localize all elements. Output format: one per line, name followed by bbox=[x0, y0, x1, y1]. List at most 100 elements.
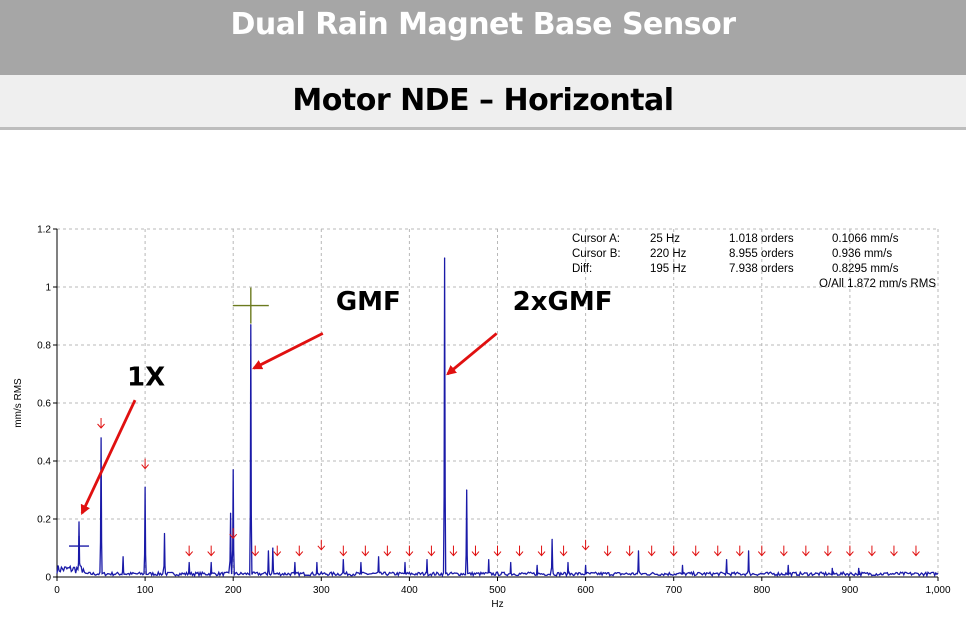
harmonic-marker bbox=[207, 545, 216, 557]
spectrum-peak bbox=[122, 556, 124, 558]
spectrum-peak bbox=[377, 556, 380, 558]
spectrum-peak bbox=[747, 550, 750, 552]
harmonic-marker bbox=[735, 545, 744, 557]
harmonic-marker bbox=[669, 545, 678, 557]
spectrum-peak bbox=[488, 559, 490, 561]
annotation-arrow bbox=[252, 332, 324, 370]
x-tick-label: 500 bbox=[489, 585, 506, 596]
harmonic-marker bbox=[383, 545, 392, 557]
spectrum-line bbox=[56, 257, 939, 578]
harmonic-marker bbox=[449, 545, 458, 557]
annotations: 1X GMF 2xGMF bbox=[80, 287, 613, 516]
spectrum-peak bbox=[725, 559, 728, 561]
harmonic-marker bbox=[361, 545, 370, 557]
readout-cell: Cursor A: bbox=[572, 233, 620, 245]
harmonic-marker bbox=[801, 545, 810, 557]
spectrum-peak bbox=[681, 564, 684, 567]
x-tick-label: 1,000 bbox=[925, 585, 950, 596]
harmonic-marker bbox=[779, 545, 788, 557]
y-tick-label: 0 bbox=[45, 573, 51, 584]
readout-cell: 0.1066 mm/s bbox=[832, 233, 899, 245]
spectrum-peak bbox=[144, 486, 146, 488]
x-tick-label: 0 bbox=[54, 585, 60, 596]
harmonic-marker bbox=[141, 458, 149, 470]
spectrum-peak bbox=[858, 567, 860, 569]
axes: 0 100 200 300 400 500 600 700 800 900 1,000 0 0.2 0.4… bbox=[13, 225, 951, 611]
spectrum-peak bbox=[444, 257, 446, 259]
y-axis-label: mm/s RMS bbox=[13, 378, 24, 428]
readout-cell: Cursor B: bbox=[572, 248, 621, 260]
spectrum-peak bbox=[585, 564, 587, 567]
harmonic-marker bbox=[868, 545, 876, 557]
slide-subtitle: Motor NDE – Horizontal bbox=[0, 75, 966, 130]
y-tick-label: 0.4 bbox=[37, 457, 51, 468]
spectrum-series bbox=[56, 257, 939, 578]
harmonic-marker bbox=[295, 545, 304, 557]
annotation-label: 2xGMF bbox=[513, 287, 613, 317]
harmonic-marker bbox=[405, 545, 414, 557]
spectrum-peak bbox=[831, 567, 833, 569]
harmonic-marker bbox=[757, 545, 766, 557]
spectrum-peak bbox=[360, 561, 362, 564]
x-tick-label: 100 bbox=[137, 585, 154, 596]
cursor-crosshair bbox=[232, 287, 269, 324]
spectrum-peak bbox=[100, 437, 102, 439]
harmonic-markers bbox=[97, 418, 920, 557]
x-tick-label: 900 bbox=[842, 585, 859, 596]
x-tick-label: 400 bbox=[401, 585, 418, 596]
spectrum-peak bbox=[267, 550, 270, 552]
x-tick-label: 700 bbox=[665, 585, 682, 596]
spectrum-peak bbox=[342, 559, 344, 561]
annotation-arrow bbox=[80, 399, 137, 516]
spectrum-peak bbox=[426, 559, 428, 561]
spectrum-peak bbox=[210, 561, 212, 564]
spectrum-peak bbox=[232, 469, 234, 471]
readout-cell: 25 Hz bbox=[650, 233, 680, 245]
harmonic-marker bbox=[471, 545, 480, 557]
cursor-readout: Cursor A: 25 Hz 1.018 orders 0.1066 mm/s Cur… bbox=[572, 233, 936, 290]
x-tick-label: 200 bbox=[225, 585, 242, 596]
spectrum-peak bbox=[567, 561, 569, 564]
spectrum-peak bbox=[272, 547, 274, 549]
spectrum-peak bbox=[229, 512, 232, 514]
harmonic-marker bbox=[251, 545, 260, 557]
spectrum-peak bbox=[551, 538, 553, 540]
x-axis-label: Hz bbox=[491, 599, 503, 610]
harmonic-marker bbox=[713, 545, 722, 557]
harmonic-marker bbox=[493, 545, 502, 557]
readout-cell: 8.955 orders bbox=[729, 248, 794, 260]
grid-lines bbox=[57, 228, 939, 577]
harmonic-marker bbox=[515, 545, 524, 557]
spectrum-peak bbox=[294, 561, 296, 564]
harmonic-marker bbox=[691, 545, 700, 557]
x-tick-label: 800 bbox=[753, 585, 770, 596]
spectrum-peak bbox=[163, 532, 166, 535]
overall-readout: O/All 1.872 mm/s RMS bbox=[819, 278, 936, 290]
cursor-crosshair bbox=[69, 536, 90, 557]
readout-cell: 220 Hz bbox=[650, 248, 687, 260]
y-tick-label: 1.2 bbox=[37, 225, 51, 236]
readout-cell: 0.936 mm/s bbox=[832, 248, 892, 260]
harmonic-marker bbox=[559, 545, 568, 557]
harmonic-marker bbox=[427, 545, 436, 557]
harmonic-marker bbox=[273, 545, 282, 557]
harmonic-marker bbox=[603, 545, 612, 557]
cursors bbox=[69, 287, 269, 557]
spectrum-peak bbox=[787, 564, 789, 567]
harmonic-marker bbox=[581, 539, 590, 551]
spectrum-peak bbox=[316, 561, 318, 564]
y-tick-label: 0.2 bbox=[37, 515, 51, 526]
y-tick-label: 0.8 bbox=[37, 341, 51, 352]
spectrum-peak bbox=[404, 561, 406, 564]
readout-cell: 0.8295 mm/s bbox=[832, 263, 899, 275]
harmonic-marker bbox=[229, 528, 238, 539]
spectrum-peak bbox=[466, 489, 468, 491]
harmonic-marker bbox=[846, 545, 854, 557]
x-tick-label: 300 bbox=[313, 585, 330, 596]
spectrum-peak bbox=[637, 550, 640, 552]
harmonic-marker bbox=[890, 545, 898, 557]
slide-title: Dual Rain Magnet Base Sensor bbox=[0, 0, 966, 75]
harmonic-marker bbox=[97, 418, 105, 429]
spectrum-peak bbox=[188, 561, 190, 564]
